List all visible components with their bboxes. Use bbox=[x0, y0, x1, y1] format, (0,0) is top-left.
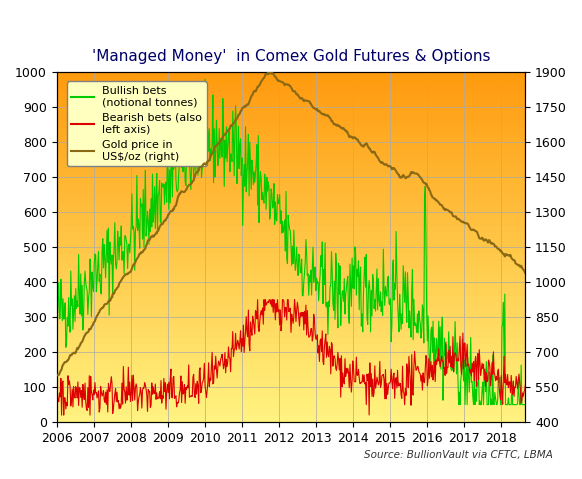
Bar bbox=[56, 72, 526, 79]
Legend: Bullish bets
(notional tonnes), Bearish bets (also
left axis), Gold price in
US$: Bullish bets (notional tonnes), Bearish … bbox=[67, 81, 207, 166]
Bar bbox=[56, 373, 526, 380]
Bar bbox=[56, 121, 526, 128]
Bar bbox=[56, 415, 526, 422]
Bar bbox=[56, 170, 526, 177]
Bar bbox=[56, 352, 526, 359]
Bar bbox=[56, 268, 526, 275]
Bar bbox=[56, 401, 526, 408]
Bar bbox=[56, 331, 526, 338]
Bar bbox=[56, 163, 526, 170]
Bar bbox=[56, 289, 526, 296]
Bar bbox=[56, 317, 526, 324]
Bar bbox=[56, 233, 526, 240]
Bar bbox=[56, 198, 526, 205]
Bar bbox=[56, 338, 526, 345]
Bar bbox=[56, 261, 526, 268]
Bar bbox=[56, 177, 526, 184]
Bar bbox=[56, 345, 526, 352]
Title: 'Managed Money'  in Comex Gold Futures & Options: 'Managed Money' in Comex Gold Futures & … bbox=[92, 49, 490, 64]
Bar bbox=[56, 205, 526, 212]
Bar bbox=[56, 380, 526, 387]
Bar bbox=[56, 394, 526, 401]
Bar bbox=[56, 275, 526, 282]
Bar bbox=[56, 156, 526, 163]
Bar bbox=[56, 387, 526, 394]
Bar bbox=[56, 100, 526, 107]
Text: Source: BullionVault via CFTC, LBMA: Source: BullionVault via CFTC, LBMA bbox=[364, 450, 553, 460]
Bar bbox=[56, 149, 526, 156]
Bar bbox=[56, 107, 526, 114]
Bar bbox=[56, 212, 526, 219]
Bar bbox=[56, 219, 526, 226]
Bar bbox=[56, 366, 526, 373]
Bar bbox=[56, 408, 526, 415]
Bar bbox=[56, 135, 526, 142]
Bar bbox=[56, 296, 526, 303]
Bar bbox=[56, 86, 526, 93]
Bar bbox=[56, 303, 526, 310]
Bar bbox=[56, 114, 526, 121]
Bar bbox=[56, 254, 526, 261]
Bar bbox=[56, 324, 526, 331]
Bar bbox=[56, 226, 526, 233]
Bar bbox=[56, 359, 526, 366]
Bar bbox=[56, 247, 526, 254]
Bar bbox=[56, 310, 526, 317]
Bar bbox=[56, 184, 526, 191]
Bar bbox=[56, 93, 526, 100]
Bar bbox=[56, 128, 526, 135]
Bar bbox=[56, 79, 526, 86]
Bar bbox=[56, 240, 526, 247]
Bar bbox=[56, 142, 526, 149]
Bar bbox=[56, 191, 526, 198]
Bar bbox=[56, 282, 526, 289]
